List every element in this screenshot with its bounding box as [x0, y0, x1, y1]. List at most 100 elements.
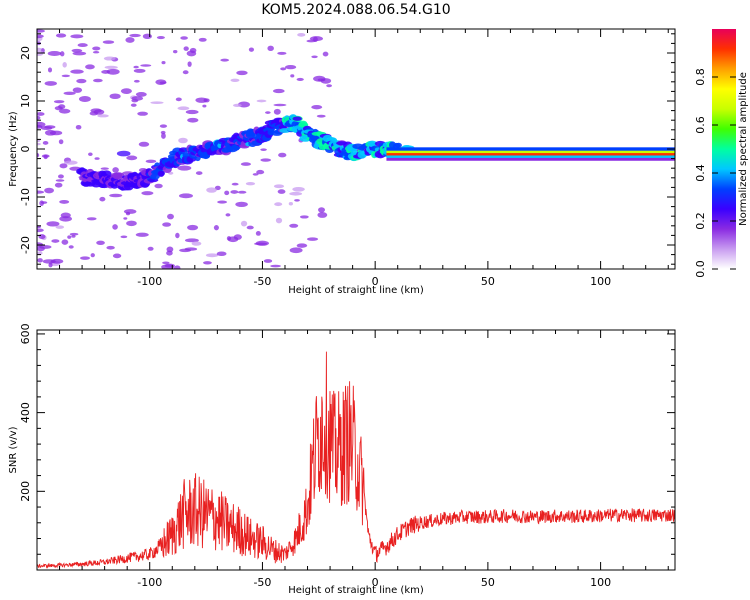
spectrogram-noise-blob — [106, 245, 115, 250]
spectrogram-noise-blob — [55, 33, 67, 38]
spectrogram-band — [386, 154, 675, 158]
spectrogram-noise-blob — [318, 207, 326, 213]
spectrogram-noise-blob — [51, 239, 60, 243]
spectrogram-x-ticks: -100 -50 0 50 100 — [36, 29, 669, 288]
spectrogram-noise-blob — [159, 81, 167, 85]
spectrogram-noise-blob — [135, 91, 147, 97]
spectrogram-noise-blob — [256, 169, 265, 175]
spectrogram-noise-blob — [284, 64, 297, 70]
spectrogram-noise-blob — [55, 225, 65, 229]
spectrogram-ytick-label: -20 — [19, 236, 32, 254]
spectrogram-noise-blob — [195, 97, 208, 103]
spectrogram-noise-blob — [233, 103, 242, 108]
spectrogram-noise-blob — [133, 65, 139, 69]
colorbar-label: Normalized spectral amplitude — [738, 72, 749, 226]
snr-xtick-label: 100 — [590, 576, 611, 589]
snr-x-axis-label: Height of straight line (km) — [288, 585, 424, 596]
spectrogram-noise-blob — [77, 43, 88, 48]
spectrogram-noise-blob — [277, 51, 287, 55]
spectrogram-noise-blob — [85, 64, 95, 70]
spectrogram-noise-blob — [226, 236, 232, 241]
spectrogram-noise-blob — [154, 183, 163, 189]
spectrogram-noise-blob — [44, 125, 56, 129]
spectrogram-band — [386, 147, 675, 151]
spectrogram-noise-blob — [187, 224, 199, 231]
spectrogram-noise-blob — [231, 182, 239, 186]
spectrogram-noise-blob — [322, 51, 329, 57]
spectrogram-noise-blob — [150, 101, 164, 105]
spectrogram-noise-blob — [274, 202, 283, 207]
colorbar-tick-label: 0.0 — [694, 260, 707, 278]
spectrogram-noise-blob — [94, 157, 100, 160]
spectrogram-noise-blob — [39, 245, 52, 249]
snr-y-ticks: 200 400 600 — [19, 323, 675, 571]
spectrogram-noise-blob — [316, 114, 326, 118]
spectrogram-noise-blob — [123, 209, 137, 214]
spectrogram-noise-blob — [71, 234, 76, 238]
spectrogram-noise-blob — [60, 51, 65, 57]
spectrogram-noise-blob — [72, 51, 87, 56]
spectrogram-x-axis-label: Height of straight line (km) — [288, 285, 424, 296]
spectrogram-noise-blob — [86, 217, 97, 221]
spectrogram-noise-blob — [58, 139, 64, 145]
spectrogram-noise-blob — [37, 190, 45, 194]
spectrogram-noise-blob — [306, 39, 316, 43]
spectrogram-noise-blob — [263, 259, 273, 263]
spectrogram-noise-blob — [140, 64, 152, 67]
spectrogram-noise-blob — [260, 148, 267, 151]
spectrogram-ytick-label: 20 — [19, 46, 32, 60]
spectrogram-noise-blob — [224, 190, 230, 196]
spectrogram-noise-blob — [93, 78, 103, 83]
spectrogram-noise-blob — [216, 251, 227, 257]
spectrogram-noise-blob — [173, 50, 178, 54]
spectrogram-noise-blob — [42, 259, 56, 264]
spectrogram-noise-blob — [55, 179, 65, 182]
spectrogram-noise-blob — [70, 69, 84, 74]
spectrogram-noise-blob — [175, 232, 180, 239]
spectrogram-xtick-label: 100 — [590, 275, 611, 288]
colorbar-gradient — [712, 29, 736, 269]
spectrogram-noise-blob — [311, 105, 323, 110]
spectrogram-noise-blob — [37, 47, 42, 51]
figure-title: KOM5.2024.088.06.54.G10 — [261, 2, 450, 18]
spectrogram-noise-blob — [230, 78, 240, 82]
spectrogram-noise-blob — [109, 93, 121, 100]
spectrogram-noise-blob — [120, 88, 132, 94]
spectrogram-noise-blob — [273, 108, 281, 115]
spectrogram-noise-blob — [162, 222, 172, 227]
spectrogram-noise-blob — [255, 230, 261, 236]
spectrogram-noise-blob — [225, 213, 231, 217]
spectrogram-noise-blob — [125, 37, 135, 43]
spectrogram-ytick-label: -10 — [19, 188, 32, 206]
spectrogram-noise-blob — [145, 159, 157, 164]
spectrogram-noise-blob — [178, 137, 188, 144]
colorbar-tick-label: 0.2 — [694, 212, 707, 230]
spectrogram-noise-blob — [59, 163, 68, 169]
spectrogram-noise-blob — [270, 264, 281, 268]
spectrogram-noise-blob — [42, 141, 49, 145]
spectrogram-ytick-label: 0 — [19, 146, 32, 153]
spectrogram-noise-blob — [112, 167, 119, 173]
spectrogram-noise-blob — [317, 78, 326, 82]
spectrogram-noise-blob — [183, 46, 189, 51]
spectrogram-noise-blob — [133, 68, 146, 73]
spectrogram-noise-blob — [288, 202, 293, 206]
spectrogram-cell — [299, 120, 308, 128]
spectrogram-noise-blob — [126, 220, 137, 227]
spectrogram-noise-blob — [217, 200, 228, 204]
spectrogram-noise-blob — [48, 262, 53, 268]
spectrogram-noise-blob — [37, 121, 46, 128]
snr-series-line — [37, 351, 675, 569]
spectrogram-cell — [367, 140, 378, 147]
snr-x-ticks: -100 -50 0 50 100 — [36, 330, 669, 589]
spectrogram-noise-blob — [37, 142, 41, 146]
spectrogram-xtick-label: 0 — [372, 275, 379, 288]
spectrogram-noise-blob — [40, 201, 48, 204]
spectrogram-marks — [37, 29, 675, 269]
spectrogram-noise-blob — [159, 124, 168, 128]
spectrogram-noise-blob — [92, 51, 100, 54]
spectrogram-noise-blob — [147, 246, 154, 251]
spectrogram-noise-blob — [289, 223, 299, 228]
spectrogram-noise-blob — [255, 240, 270, 246]
spectrogram-noise-blob — [177, 165, 192, 171]
